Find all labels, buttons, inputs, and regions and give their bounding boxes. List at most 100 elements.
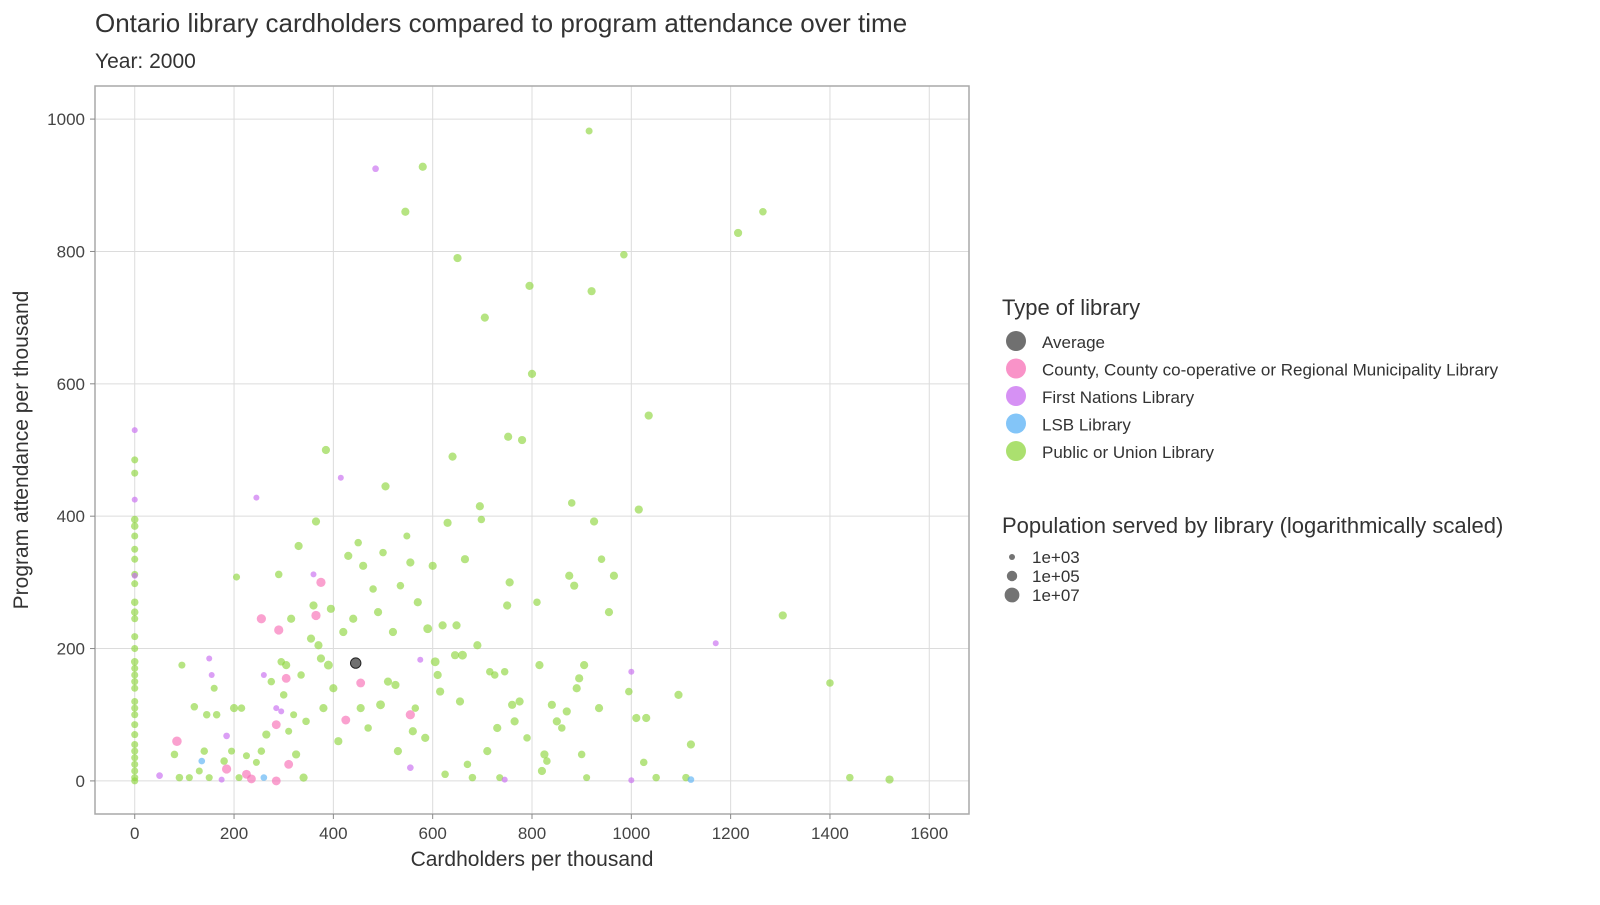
data-point [131,731,139,739]
data-point [311,610,321,621]
data-point [846,773,854,782]
legend-swatch [1006,331,1026,351]
data-point [403,532,411,540]
data-point [473,641,482,650]
size-legend-swatch [1006,570,1018,582]
data-point [396,581,405,590]
data-point [359,561,368,570]
data-point [131,711,139,719]
data-point [501,776,508,783]
data-point [284,759,294,769]
data-point [369,585,377,593]
data-point [503,601,512,610]
data-point [477,515,486,524]
data-point [130,658,139,666]
data-point [131,555,139,563]
data-point [354,538,362,547]
data-point [525,281,534,290]
data-point [246,774,256,784]
data-point [271,720,281,730]
data-point [287,614,296,623]
data-point [260,672,267,679]
data-point [292,750,301,759]
data-point [131,684,139,692]
data-point [131,456,139,464]
y-tick-label: 0 [76,772,85,791]
data-point [131,427,138,434]
data-point [570,581,579,590]
data-point [401,207,410,216]
data-point [314,641,323,650]
chart-title: Ontario library cardholders compared to … [95,8,907,38]
x-tick-label: 1400 [811,824,849,843]
data-point [552,717,561,726]
data-point [652,773,660,782]
data-point [493,723,502,733]
data-point [131,633,139,641]
data-point [329,684,338,693]
data-point [130,515,139,524]
data-point [625,687,633,696]
data-point [441,770,449,779]
data-point [628,777,635,784]
data-point [242,752,250,760]
data-point [379,548,387,557]
data-point [131,532,139,540]
x-tick-label: 600 [418,824,446,843]
legend-swatch [1006,441,1026,461]
data-point [302,717,310,726]
data-point [341,715,351,725]
data-point [885,775,894,784]
data-point [537,766,547,776]
data-point [572,684,581,693]
data-point [205,774,213,782]
data-point [274,625,284,635]
data-point [131,747,139,755]
chart-subtitle: Year: 2000 [95,50,196,73]
data-point [505,578,514,587]
data-point [202,710,211,719]
data-point [257,747,266,755]
data-point [458,650,467,660]
data-point [373,608,383,617]
data-point [712,640,719,647]
data-point [131,754,139,762]
data-point [274,570,283,579]
data-point [233,573,241,581]
data-point [778,611,787,620]
data-point [527,369,537,378]
data-point [130,608,139,616]
data-point [540,750,549,759]
data-point [319,704,328,713]
data-point [436,687,445,696]
data-point [463,760,472,769]
data-point [271,776,281,786]
data-point [475,502,484,511]
data-point [634,505,643,514]
data-point [468,773,477,782]
data-point [639,758,648,767]
data-point [594,704,604,713]
x-tick-label: 1600 [910,824,948,843]
data-point [131,580,139,588]
data-point [334,737,343,746]
data-point [383,677,393,686]
data-point [229,704,239,713]
data-point [131,664,139,672]
data-point [131,721,139,729]
data-point [311,517,321,526]
y-tick-label: 400 [57,507,85,526]
data-point [237,704,246,712]
data-point [253,494,260,501]
data-point [450,651,460,660]
data-point [411,704,420,712]
data-point [453,253,462,263]
data-point [405,710,415,720]
data-point [587,287,596,296]
legend-swatch [1006,413,1026,434]
data-point [496,774,504,782]
data-point [310,571,317,578]
data-point [565,571,574,580]
data-point [220,757,228,765]
data-point [547,700,556,709]
